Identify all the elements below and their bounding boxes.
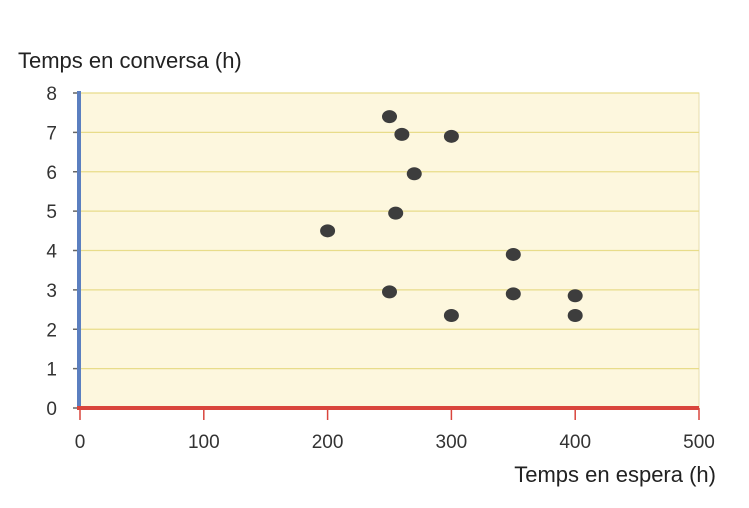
- x-tick-label: 200: [312, 432, 344, 453]
- x-tick-label: 300: [436, 432, 468, 453]
- data-point: [505, 287, 521, 301]
- data-point: [394, 127, 410, 141]
- data-point: [443, 308, 459, 322]
- y-tick-label: 6: [46, 163, 57, 184]
- data-point: [443, 129, 459, 143]
- data-point: [406, 167, 422, 181]
- data-point: [567, 289, 583, 303]
- x-tick-label: 400: [559, 432, 591, 453]
- y-tick-label: 4: [46, 242, 57, 263]
- y-axis-ticks: 0 1 2 3 4 5 6 7 8: [46, 84, 80, 420]
- x-tick-label: 0: [75, 432, 86, 453]
- y-tick-label: 8: [46, 84, 57, 105]
- x-tick-label: 100: [188, 432, 220, 453]
- data-point: [567, 308, 583, 322]
- data-point: [388, 206, 404, 220]
- data-point: [382, 110, 397, 124]
- y-tick-label: 5: [46, 202, 57, 223]
- y-tick-label: 7: [46, 123, 57, 144]
- y-tick-label: 2: [46, 320, 57, 341]
- y-tick-label: 1: [46, 360, 57, 381]
- data-points: [320, 110, 583, 322]
- y-tick-label: 3: [46, 281, 57, 302]
- x-axis-ticks: 0 100 200 300 400 500: [75, 408, 715, 453]
- y-axis-label: Temps en conversa (h): [18, 48, 242, 73]
- data-point: [505, 247, 521, 261]
- data-point: [320, 224, 336, 238]
- data-point: [382, 285, 397, 299]
- x-tick-label: 500: [683, 432, 715, 453]
- y-tick-label: 0: [46, 399, 57, 420]
- x-axis-label: Temps en espera (h): [514, 462, 716, 487]
